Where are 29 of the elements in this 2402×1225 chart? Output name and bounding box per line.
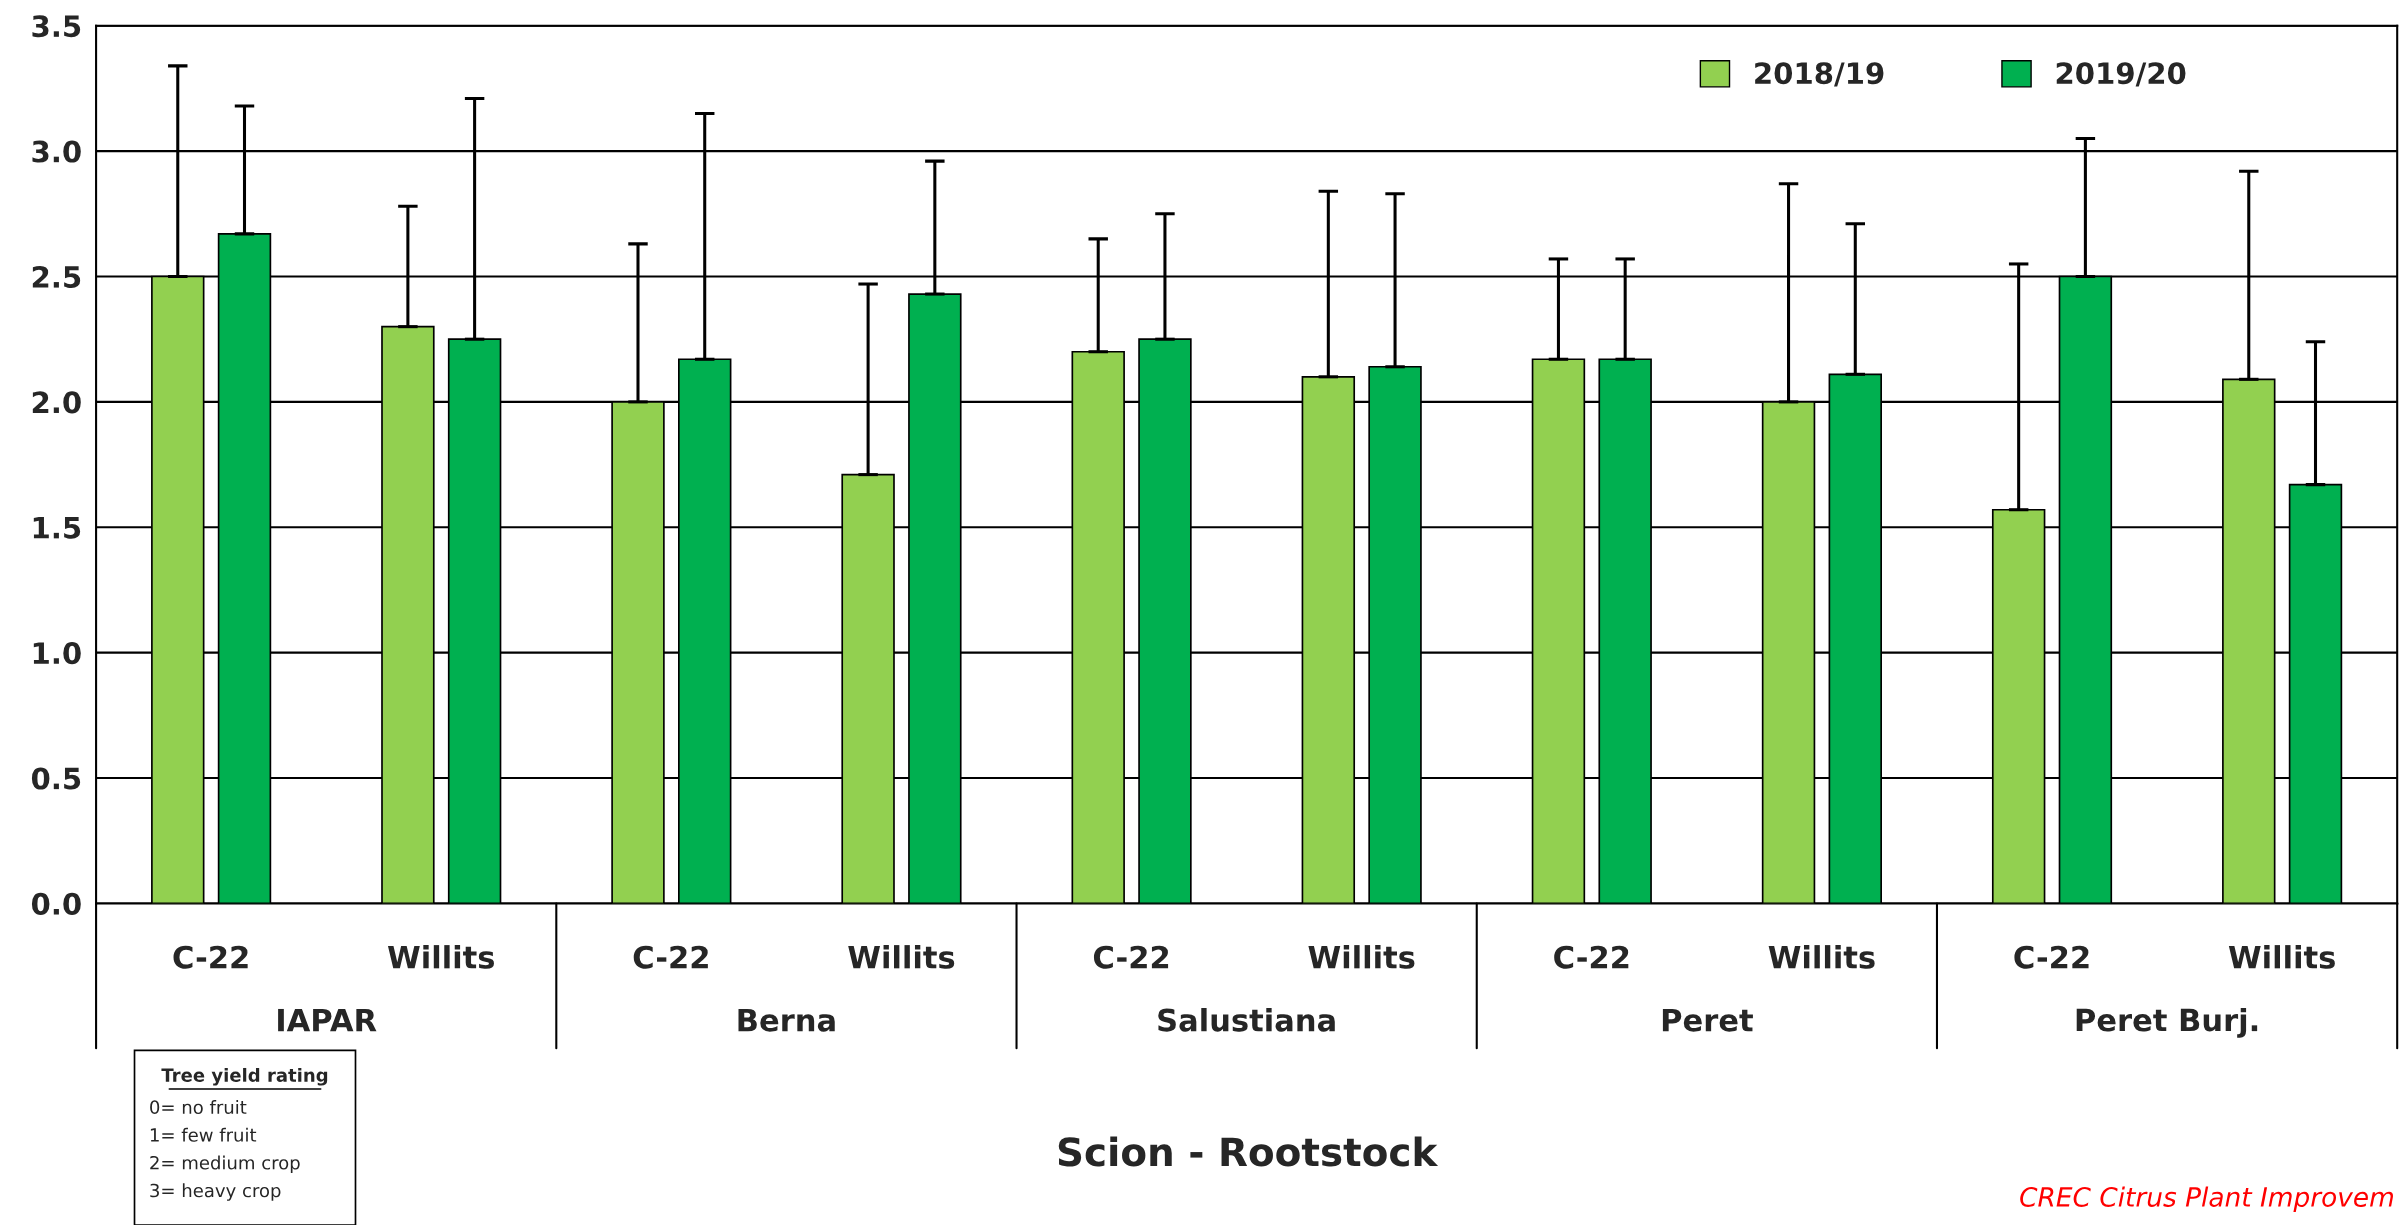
y-tick-label: 3.5 [32,15,81,38]
text: Peret Burj. [2076,1007,2258,1038]
x-tick-label: Willits [2228,945,2335,969]
x-tick-label: C-22 [173,945,248,969]
x-tick-label: Willits [1308,945,1415,969]
y-tick-label: 3.0 [32,140,81,163]
y-tick-label: 0.0 [31,892,81,915]
x-tick-label: C-22 [1554,945,1629,969]
text: Peret [1662,1008,1753,1032]
text: IAPAR [278,1008,377,1032]
text: Berna [738,1008,835,1032]
x-tick-label: Willits [848,945,955,969]
legend-label: 2018/19 [1755,62,1884,87]
x-axis-title: Scion - Rootstock [1058,1136,1439,1167]
text: 0= no fruit 1= few fruit 2= medium crop 3= heavy crop [150,1100,300,1201]
text: Tree yield rating [161,1067,328,1086]
x-tick-label: C-22 [633,945,708,969]
y-tick-label: 1.0 [33,642,81,665]
x-tick-label: C-22 [2014,945,2089,969]
x-tick-label: Willits [387,945,494,969]
text: Salustiana [1158,1008,1335,1032]
y-tick-label: 1.5 [33,517,81,539]
y-tick-label: 2.0 [32,391,81,414]
x-tick-label: C-22 [1093,945,1169,969]
y-tick-label: 0.5 [31,767,81,790]
x-tick-label: Willits [1768,945,1875,969]
legend-label: 2019/20 [2056,62,2186,87]
text: CREC Citrus Plant Improvem [2020,1186,2393,1213]
y-tick-label: 2.5 [32,265,81,288]
